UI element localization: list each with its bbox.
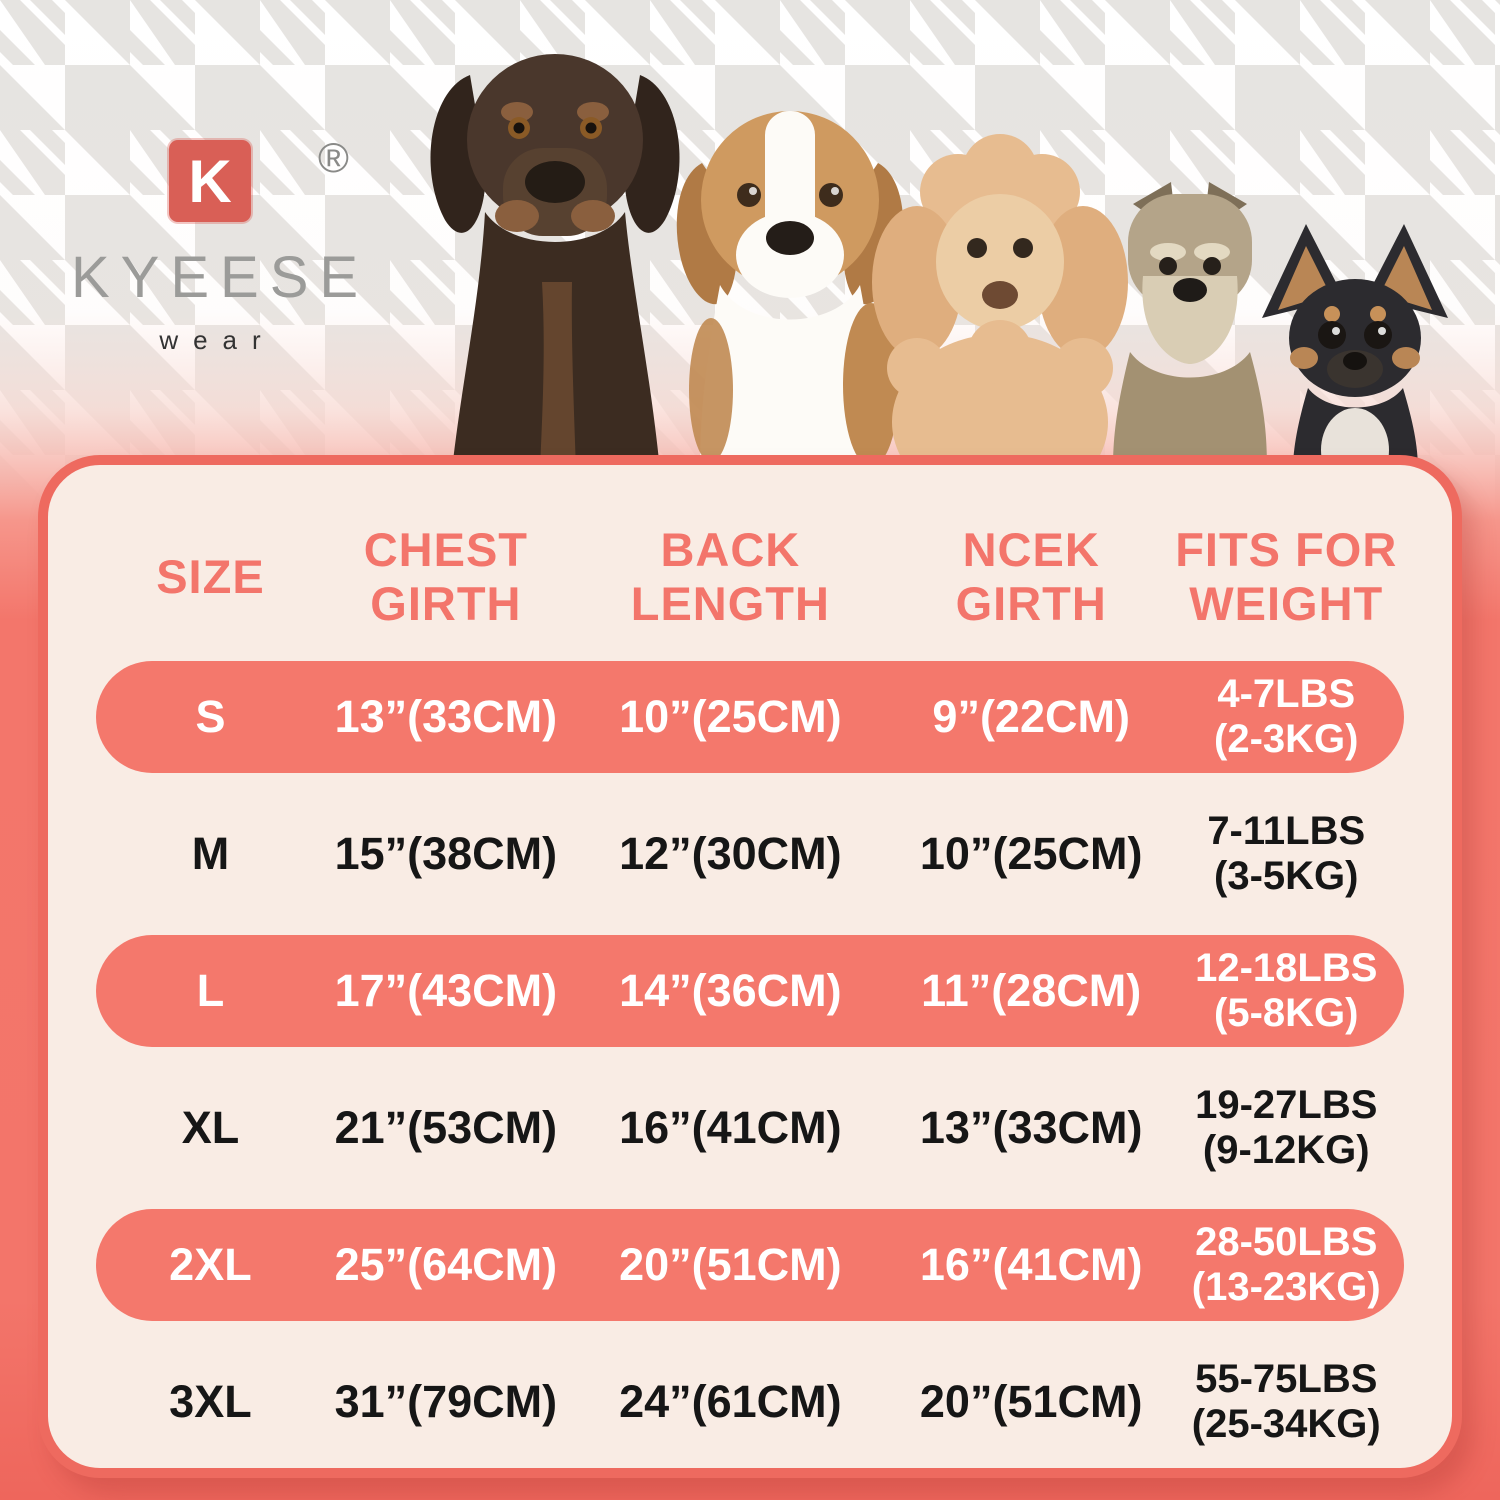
- chest-girth-value: 21”(53CM): [334, 1102, 558, 1153]
- chest-girth-value: 13”(33CM): [334, 691, 558, 742]
- neck-girth-value: 10”(25CM): [919, 828, 1143, 879]
- chest-girth-value: 25”(64CM): [334, 1239, 558, 1290]
- header-size: SIZE: [156, 549, 265, 603]
- size-value: 2XL: [169, 1239, 252, 1290]
- neck-girth-value: 16”(41CM): [919, 1239, 1143, 1290]
- back-length-value: 24”(61CM): [619, 1376, 842, 1427]
- back-length-value: 12”(30CM): [619, 828, 842, 879]
- chest-girth-value: 17”(43CM): [334, 965, 558, 1016]
- header-chest-girth: CHEST GIRTH: [363, 522, 529, 630]
- back-length-value: 10”(25CM): [619, 691, 842, 742]
- table-row-size-xl: XL 21”(53CM) 16”(41CM) 13”(33CM) 19-27LB…: [96, 1072, 1404, 1184]
- table-row-size-3xl: 3XL 31”(79CM) 24”(61CM) 20”(51CM) 55-75L…: [96, 1346, 1404, 1458]
- doberman-icon: [430, 54, 680, 470]
- size-value: XL: [181, 1102, 240, 1153]
- poodle-icon: [872, 134, 1128, 470]
- registered-trademark-symbol: ®: [318, 134, 349, 181]
- header-fits-for-weight: FITS FOR WEIGHT: [1175, 522, 1398, 630]
- back-length-value: 16”(41CM): [619, 1102, 842, 1153]
- neck-girth-value: 20”(51CM): [919, 1376, 1143, 1427]
- header-back-length: BACK LENGTH: [630, 522, 830, 630]
- weight-value: 4-7LBS (2-3KG): [1214, 671, 1359, 761]
- table-row-size-2xl: 2XL 25”(64CM) 20”(51CM) 16”(41CM) 28-50L…: [96, 1209, 1404, 1321]
- houndstooth-pattern-background: [0, 0, 1500, 620]
- chest-girth-value: 15”(38CM): [334, 828, 558, 879]
- neck-girth-value: 13”(33CM): [919, 1102, 1143, 1153]
- back-length-value: 20”(51CM): [619, 1239, 842, 1290]
- brand-logo: K ® KYEESE wear: [60, 134, 370, 356]
- table-row-size-m: M 15”(38CM) 12”(30CM) 10”(25CM) 7-11LBS …: [96, 798, 1404, 910]
- table-row-size-s: S 13”(33CM) 10”(25CM) 9”(22CM) 4-7LBS (2…: [96, 661, 1404, 773]
- chihuahua-icon: [1262, 224, 1448, 470]
- beagle-icon: [676, 111, 904, 470]
- weight-value: 19-27LBS (9-12KG): [1195, 1082, 1378, 1172]
- neck-girth-value: 9”(22CM): [932, 691, 1130, 742]
- size-value: L: [196, 965, 225, 1016]
- table-row-size-l: L 17”(43CM) 14”(36CM) 11”(28CM) 12-18LBS…: [96, 935, 1404, 1047]
- weight-value: 7-11LBS (3-5KG): [1207, 808, 1366, 898]
- brand-subtitle: wear: [159, 325, 276, 355]
- back-length-value: 14”(36CM): [619, 965, 842, 1016]
- size-value: M: [191, 828, 230, 879]
- schnauzer-icon: [1113, 182, 1267, 470]
- chest-girth-value: 31”(79CM): [334, 1376, 558, 1427]
- weight-value: 12-18LBS (5-8KG): [1195, 945, 1378, 1035]
- weight-value: 55-75LBS (25-34KG): [1191, 1356, 1381, 1446]
- size-chart-panel: SIZE CHEST GIRTH BACK LENGTH NCEK GIRTH FIT…: [38, 455, 1462, 1478]
- brand-name: KYEESE: [71, 245, 370, 310]
- size-value: S: [195, 691, 226, 742]
- neck-girth-value: 11”(28CM): [921, 965, 1142, 1016]
- dogs-photo-row: [430, 54, 1448, 470]
- table-header-row: SIZE CHEST GIRTH BACK LENGTH NCEK GIRTH FIT…: [96, 493, 1404, 661]
- weight-value: 28-50LBS (13-23KG): [1191, 1219, 1381, 1309]
- header-neck-girth: NCEK GIRTH: [955, 522, 1107, 630]
- size-value: 3XL: [169, 1376, 252, 1427]
- logo-k-mark: K: [169, 140, 251, 222]
